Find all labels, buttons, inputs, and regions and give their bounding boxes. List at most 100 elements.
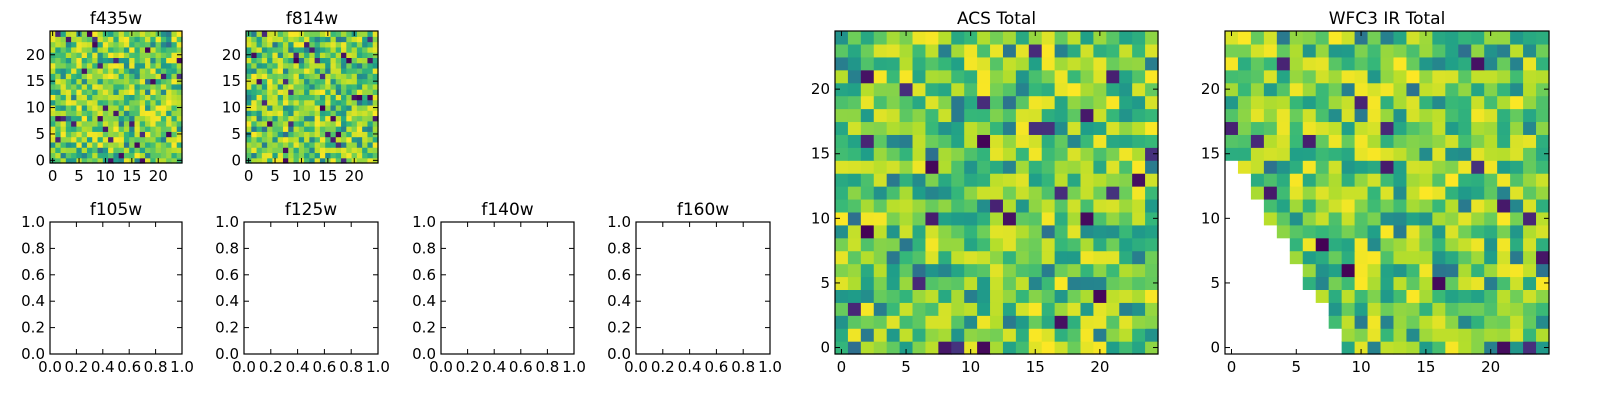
heatmap-cell	[145, 52, 151, 58]
heatmap-cell	[134, 147, 141, 154]
heatmap-cell	[1393, 250, 1408, 265]
heatmap-cell	[356, 152, 363, 159]
heatmap-cell	[335, 152, 342, 159]
heatmap-cell	[1002, 315, 1017, 329]
heatmap-cell	[160, 31, 167, 37]
heatmap-cell	[1237, 69, 1252, 84]
x-tick-label: 0.2	[456, 358, 480, 376]
heatmap-cell	[1510, 108, 1524, 123]
heatmap-cell	[1419, 263, 1433, 278]
heatmap-cell	[123, 120, 130, 127]
heatmap-cell	[1354, 56, 1369, 71]
heatmap-cell	[1015, 263, 1030, 278]
heatmap-cell	[372, 126, 379, 132]
heatmap-cell	[1341, 31, 1356, 45]
heatmap-cell	[964, 69, 978, 84]
heatmap-cell	[298, 41, 305, 48]
heatmap-cell	[1119, 82, 1133, 97]
heatmap-cell	[81, 157, 88, 164]
heatmap-cell	[113, 115, 120, 122]
heatmap-cell	[1510, 237, 1524, 252]
heatmap-cell	[60, 131, 67, 138]
heatmap-cell	[267, 110, 273, 117]
heatmap-cell	[1315, 289, 1330, 303]
heatmap-cell	[65, 67, 72, 74]
heatmap-cell	[261, 115, 268, 122]
heatmap-cell	[65, 52, 72, 58]
heatmap-cell	[118, 46, 125, 53]
heatmap-cell	[1028, 108, 1043, 123]
heatmap-cell	[113, 94, 120, 101]
heatmap-cell	[251, 62, 258, 69]
heatmap-cell	[108, 78, 114, 85]
heatmap-cell	[1028, 198, 1043, 213]
heatmap-cell	[925, 237, 939, 252]
heatmap-cell	[65, 62, 72, 69]
y-tick-label: 0.6	[21, 266, 45, 284]
x-tick-label: 0.8	[144, 358, 168, 376]
heatmap-cell	[166, 99, 173, 106]
heatmap-cell	[60, 141, 67, 148]
heatmap-cell	[1458, 121, 1472, 135]
heatmap-cell	[113, 41, 120, 48]
heatmap-cell	[267, 126, 273, 132]
heatmap-cell	[964, 198, 978, 213]
heatmap-cell	[251, 115, 258, 122]
heatmap-cell	[155, 131, 162, 138]
heatmap-cell	[1471, 95, 1485, 110]
heatmap-cell	[1536, 43, 1550, 58]
heatmap-cell	[346, 110, 353, 117]
heatmap-cell	[1237, 108, 1252, 123]
heatmap-cell	[860, 147, 875, 161]
heatmap-cell	[1106, 302, 1120, 316]
heatmap-cell	[282, 136, 289, 143]
heatmap-cell	[102, 131, 109, 138]
heatmap-cell	[1393, 121, 1408, 135]
heatmap-cell	[1432, 315, 1446, 329]
heatmap-cell	[1080, 31, 1094, 45]
heatmap-cell	[134, 131, 141, 138]
heatmap-cell	[912, 302, 927, 316]
heatmap-cell	[351, 126, 358, 132]
heatmap-cell	[1237, 160, 1252, 174]
heatmap-cell	[251, 36, 258, 43]
heatmap-cell	[134, 73, 141, 80]
heatmap-cell	[65, 126, 72, 132]
heatmap-cell	[1445, 224, 1459, 239]
heatmap-cell	[1054, 276, 1069, 290]
heatmap-cell	[160, 152, 167, 159]
heatmap-cell	[925, 341, 939, 355]
heatmap-cell	[155, 89, 162, 95]
heatmap-cell	[925, 82, 939, 97]
heatmap-cell	[1302, 147, 1317, 161]
heatmap-cell	[873, 198, 888, 213]
heatmap-cell	[1523, 82, 1537, 97]
heatmap-cell	[1458, 95, 1472, 110]
y-tick-label: 20	[1201, 80, 1220, 98]
heatmap-cell	[1250, 43, 1265, 58]
heatmap-cell	[298, 115, 305, 122]
heatmap-cell	[1015, 108, 1030, 123]
heatmap-cell	[288, 89, 295, 95]
heatmap-cell	[304, 115, 310, 122]
heatmap-cell	[267, 136, 273, 143]
heatmap-cell	[330, 73, 337, 80]
heatmap-cell	[288, 126, 295, 132]
x-tick-label: 0.4	[91, 358, 115, 376]
heatmap-cell	[372, 141, 379, 148]
heatmap-cell	[71, 99, 77, 106]
heatmap-cell	[282, 36, 289, 43]
heatmap-cell	[272, 78, 279, 85]
heatmap-cell	[282, 126, 289, 132]
heatmap-cell	[860, 263, 875, 278]
heatmap-cell	[912, 328, 927, 342]
heatmap-cell	[1145, 95, 1159, 110]
heatmap-cell	[166, 89, 173, 95]
heatmap-cell	[155, 67, 162, 74]
heatmap-cell	[81, 67, 88, 74]
heatmap-cell	[288, 99, 295, 106]
heatmap-cell	[1145, 198, 1159, 213]
heatmap-cell	[938, 224, 952, 239]
heatmap-cell	[71, 52, 77, 58]
